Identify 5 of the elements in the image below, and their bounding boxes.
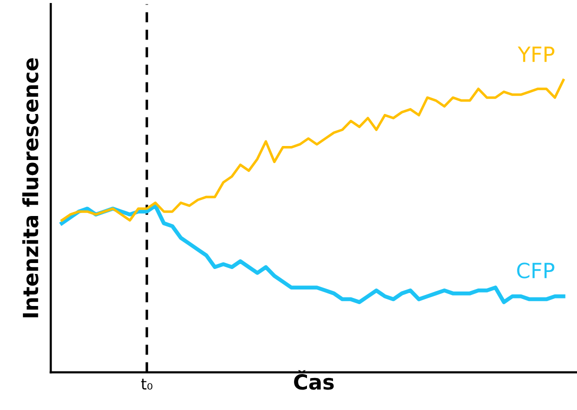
series-label: YFP bbox=[518, 46, 554, 62]
x-axis-title: Čas bbox=[294, 370, 334, 390]
series-label: CFP bbox=[517, 262, 554, 278]
y-axis-title: Intenzita fluorescence bbox=[22, 58, 38, 318]
text: t₀ bbox=[141, 378, 152, 390]
